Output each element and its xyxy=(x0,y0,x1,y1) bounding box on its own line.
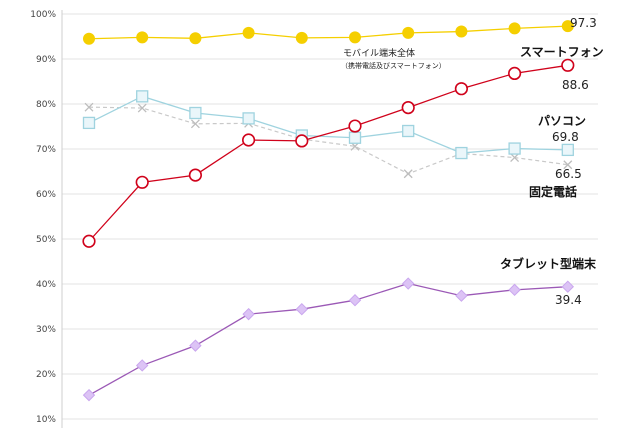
data-point xyxy=(348,131,362,144)
data-point xyxy=(189,106,202,120)
series-label: タブレット型端末 xyxy=(500,256,597,271)
data-point xyxy=(242,26,255,39)
series-1 xyxy=(83,20,574,45)
y-tick-label: 20% xyxy=(36,370,56,380)
data-point xyxy=(82,388,96,402)
data-point xyxy=(508,283,521,297)
end-value-label: 97.3 xyxy=(570,16,597,30)
y-tick-label: 10% xyxy=(36,415,56,425)
data-point xyxy=(401,100,415,115)
data-point xyxy=(563,160,573,170)
data-point xyxy=(136,31,149,44)
y-tick-label: 90% xyxy=(36,55,56,65)
series-3 xyxy=(82,90,574,160)
y-tick-label: 100% xyxy=(30,10,56,20)
data-point xyxy=(349,31,361,44)
data-point xyxy=(455,146,468,160)
data-point xyxy=(82,234,96,248)
data-point xyxy=(402,26,415,39)
series-4 xyxy=(84,102,573,179)
data-point xyxy=(136,90,149,103)
y-tick-label: 50% xyxy=(36,235,56,245)
data-point xyxy=(84,102,94,112)
data-point xyxy=(508,22,521,35)
series-label: スマートフォン xyxy=(520,45,604,59)
data-point xyxy=(348,119,362,133)
data-point xyxy=(455,289,468,302)
grid-layer xyxy=(62,13,598,420)
y-tick-label: 60% xyxy=(36,190,56,200)
y-axis: 10% 20% 30% 40% 50% 60% 70% 80% 90% 100% xyxy=(30,10,63,428)
data-point xyxy=(189,32,202,45)
y-tick-label: 70% xyxy=(36,145,56,155)
series-2 xyxy=(82,58,575,248)
data-point xyxy=(455,25,468,38)
data-point xyxy=(507,66,522,80)
data-point xyxy=(561,143,574,157)
data-point xyxy=(242,112,255,125)
series-layer xyxy=(82,20,575,402)
data-point xyxy=(188,168,202,182)
end-value-label: 88.6 xyxy=(562,78,589,92)
series-5 xyxy=(82,277,575,402)
y-tick-label: 40% xyxy=(36,280,56,290)
series-label: 固定電話 xyxy=(529,184,577,199)
series-label: モバイル端末全体 xyxy=(343,47,415,59)
data-point xyxy=(401,277,415,290)
series-line xyxy=(88,25,568,40)
data-point xyxy=(135,175,149,189)
series-line xyxy=(88,106,568,175)
data-point xyxy=(242,307,255,321)
data-point xyxy=(295,31,308,44)
data-point xyxy=(454,82,469,96)
data-point xyxy=(295,134,309,148)
data-point xyxy=(508,142,521,155)
series-line xyxy=(88,282,568,396)
label-layer: 97.3 モバイル端末全体 （携帯電話及びスマートフォン） スマートフォン 88.6 パソ… xyxy=(341,16,604,307)
end-value-label: 66.5 xyxy=(555,167,582,181)
data-point xyxy=(137,103,147,113)
data-point xyxy=(510,153,520,163)
data-point xyxy=(561,58,575,72)
data-point xyxy=(348,293,362,307)
y-tick-label: 80% xyxy=(36,100,56,110)
series-note: （携帯電話及びスマートフォン） xyxy=(341,61,446,70)
data-point xyxy=(402,124,415,138)
data-point xyxy=(82,116,96,130)
data-point xyxy=(135,359,149,372)
data-point xyxy=(403,169,413,179)
data-point xyxy=(295,302,309,316)
data-point xyxy=(190,119,200,129)
series-label: パソコン xyxy=(538,114,586,128)
data-point xyxy=(83,32,95,45)
data-point xyxy=(561,20,574,33)
end-value-label: 39.4 xyxy=(555,293,582,307)
data-point xyxy=(242,133,256,147)
end-value-label: 69.8 xyxy=(552,130,579,144)
data-point xyxy=(561,280,575,293)
y-tick-label: 30% xyxy=(36,325,56,335)
data-point xyxy=(189,339,202,352)
series-line xyxy=(88,64,568,242)
series-line xyxy=(88,95,568,154)
